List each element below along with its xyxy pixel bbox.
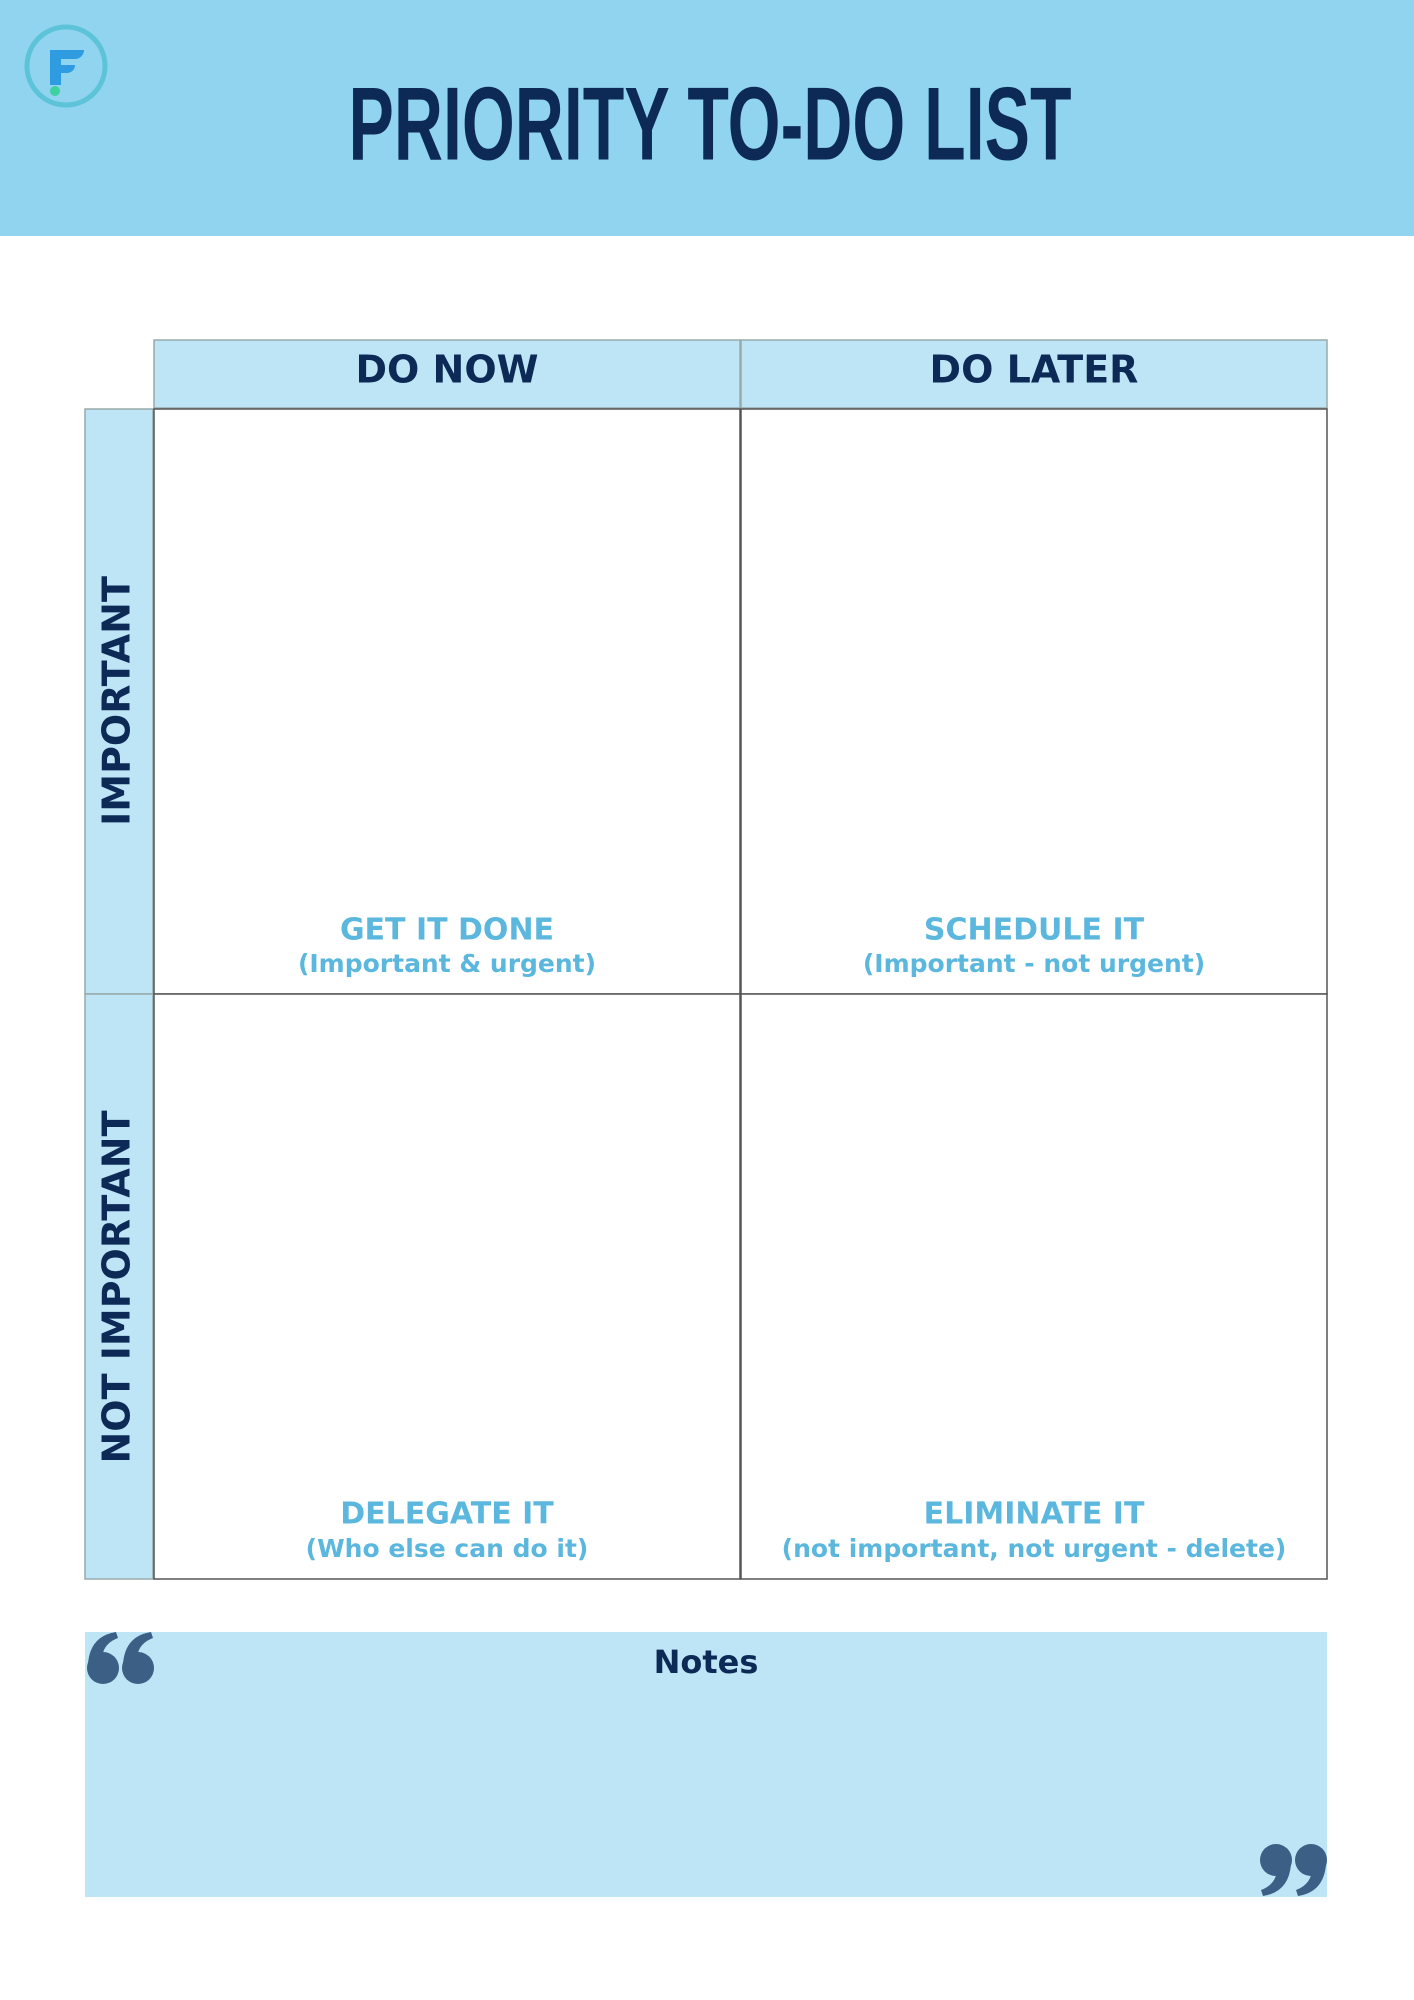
column-header: DO LATER: [930, 348, 1139, 392]
quadrant-title: GET IT DONE: [340, 913, 554, 948]
page-title: PRIORITY TO-DO LIST: [349, 66, 1072, 182]
quadrant-cell: [740, 408, 1328, 995]
quadrant-cell: [740, 993, 1328, 1580]
row-header: IMPORTANT: [95, 576, 139, 826]
open-quote-icon: [87, 1632, 154, 1684]
quadrant-title: ELIMINATE IT: [924, 1497, 1145, 1532]
close-quote-icon: [1260, 1844, 1327, 1896]
quadrant-subtitle: (Important & urgent): [298, 949, 596, 978]
quadrant-cell: [153, 408, 741, 995]
column-header-box: [153, 339, 741, 409]
notes-label: Notes: [654, 1643, 759, 1681]
quadrant-cell: [153, 993, 741, 1580]
quadrant-title: SCHEDULE IT: [924, 913, 1145, 948]
quadrant-subtitle: (not important, not urgent - delete): [782, 1534, 1287, 1563]
row-header: NOT IMPORTANT: [95, 1110, 139, 1463]
quadrant-title: DELEGATE IT: [340, 1497, 554, 1532]
header-band: [0, 0, 1414, 236]
column-header-box: [740, 339, 1328, 409]
notes-box: [85, 1632, 1327, 1897]
row-header-box: [84, 993, 154, 1580]
column-header: DO NOW: [355, 348, 538, 392]
logo: [24, 24, 108, 108]
quadrant-subtitle: (Who else can do it): [306, 1534, 589, 1563]
quadrant-subtitle: (Important - not urgent): [863, 949, 1205, 978]
